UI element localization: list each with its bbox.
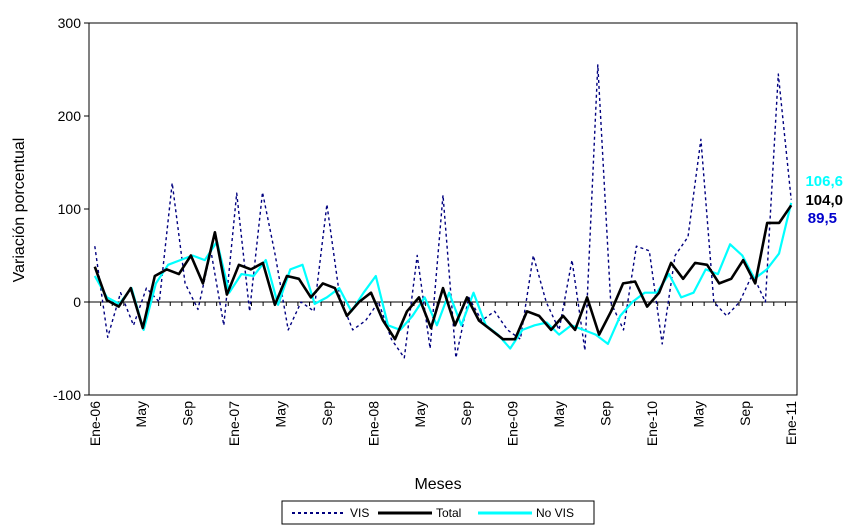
legend-label-total: Total [436,506,461,520]
end-label-no-vis: 106,6 [805,173,843,190]
x-tick-label: Ene-10 [644,401,660,446]
x-tick-label: May [133,401,149,427]
legend: VIS Total No VIS [281,500,595,525]
plot-area-frame [88,22,798,396]
y-tick-label: 0 [73,294,81,310]
x-tick-label: May [551,401,567,427]
series-line-total [93,204,793,341]
x-axis-title: Meses [414,476,461,493]
x-tick-label: Ene-07 [226,401,242,446]
x-tick-label: Ene-09 [505,401,521,446]
end-label-vis: 89,5 [808,210,837,227]
series-lines [93,64,793,359]
legend-label-no-vis: No VIS [536,506,574,520]
x-tick-label: May [273,401,289,427]
x-tick-label: Ene-11 [783,401,799,445]
y-axis-title: Variación porcentual [11,138,28,283]
y-tick-label: 300 [58,15,82,31]
x-tick-label: Ene-08 [365,401,381,446]
legend-box [281,500,595,525]
x-tick-label: Sep [597,401,613,426]
y-tick-label: 100 [58,201,82,217]
y-tick-label: 200 [58,108,82,124]
series-line-vis [94,64,792,359]
legend-label-vis: VIS [350,506,369,520]
x-axis-ticks: Ene-06 May Sep Ene-07 May Sep Ene-08 May Sep Ene-… [87,302,799,446]
x-tick-label: Sep [180,401,196,426]
y-axis-ticks: -100 0 100 200 300 [53,15,89,403]
x-tick-label: May [412,401,428,427]
x-tick-label: Sep [458,401,474,426]
x-tick-label: May [690,401,706,427]
x-tick-label: Sep [737,401,753,426]
end-label-total: 104,0 [805,192,843,209]
y-tick-label: -100 [53,387,81,403]
x-tick-label: Sep [319,401,335,426]
axes [88,22,798,396]
x-tick-label: Ene-06 [87,401,103,446]
